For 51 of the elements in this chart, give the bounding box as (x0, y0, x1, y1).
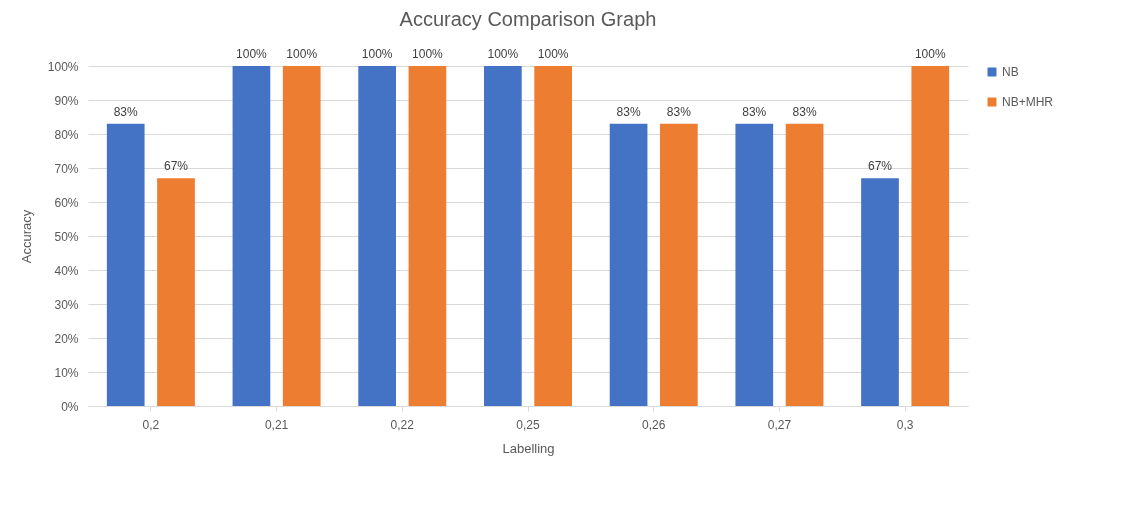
data-label: 67% (163, 159, 189, 174)
x-tick-label: 0,27 (767, 417, 792, 432)
data-label: 83% (792, 104, 817, 119)
data-label: 100% (236, 47, 268, 61)
chart-title: Accuracy Comparison Graph (399, 8, 657, 30)
bar (232, 66, 271, 406)
bar (106, 123, 145, 406)
data-label: 83% (616, 104, 641, 119)
y-axis-title: Accuracy (18, 209, 34, 264)
bar (534, 66, 572, 406)
bar (911, 66, 950, 406)
y-tick-label: 80% (54, 127, 79, 142)
bar (408, 66, 447, 406)
y-tick-label: 0% (61, 399, 79, 414)
y-tick-label: 20% (54, 331, 79, 346)
y-tick-label: 70% (54, 161, 79, 176)
bar (157, 178, 195, 406)
x-tick-label: 0,3 (896, 417, 914, 432)
legend-label: NB+MHR (1002, 95, 1054, 109)
data-label: 100% (286, 47, 318, 61)
y-tick-label: 30% (54, 297, 79, 312)
data-label: 67% (867, 159, 893, 174)
data-label: 83% (666, 104, 692, 119)
x-tick-label: 0,2 (142, 417, 160, 432)
data-label: 100% (412, 47, 444, 61)
x-tick-label: 0,22 (390, 417, 415, 432)
y-tick-label: 60% (54, 195, 79, 210)
data-label: 100% (361, 47, 393, 61)
y-tick-label: 100% (47, 59, 79, 74)
data-label: 100% (914, 47, 946, 61)
bar (282, 66, 321, 406)
bar (861, 178, 899, 406)
data-label: 100% (487, 47, 519, 61)
y-tick-label: 90% (54, 93, 79, 108)
x-tick-label: 0,26 (642, 417, 666, 432)
y-tick-label: 50% (54, 229, 79, 244)
legend-label: NB (1002, 65, 1019, 79)
bar (484, 66, 522, 406)
bar (785, 123, 824, 406)
bar (358, 66, 396, 406)
y-tick-label: 40% (54, 263, 79, 278)
data-label: 83% (742, 104, 767, 119)
x-axis-title: Labelling (502, 440, 555, 456)
bar (609, 123, 648, 406)
x-tick-label: 0,25 (516, 417, 540, 432)
y-tick-label: 10% (54, 365, 79, 380)
data-label: 83% (113, 104, 139, 119)
bar (735, 123, 774, 406)
data-label: 100% (537, 47, 569, 61)
bar (660, 123, 698, 406)
x-tick-label: 0,21 (264, 417, 289, 432)
